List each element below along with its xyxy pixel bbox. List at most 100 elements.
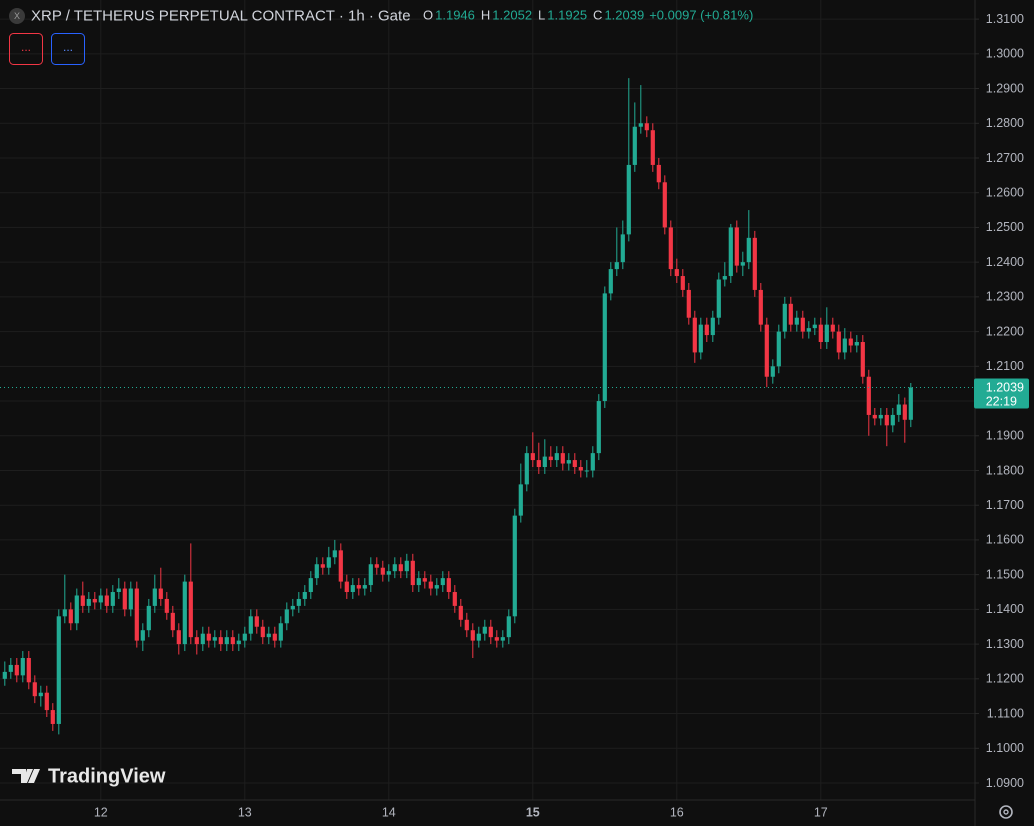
candle-body	[896, 404, 901, 415]
x-tick-label: 17	[814, 805, 828, 819]
settings-icon[interactable]	[999, 805, 1013, 819]
candle-body	[620, 234, 625, 263]
candle-body	[734, 227, 739, 266]
candle-body	[284, 609, 289, 624]
candle-body	[470, 630, 475, 641]
candle-body	[728, 227, 733, 277]
ohlc-legend: O 1.1946 H 1.2052 L 1.1925 C 1.2039 +0.0097 (+0.…	[423, 8, 753, 23]
candle-body	[194, 637, 199, 645]
candle-body	[62, 609, 67, 617]
indicator-button[interactable]	[9, 33, 43, 65]
y-tick-label: 1.2100	[986, 359, 1024, 373]
candle-body	[494, 637, 499, 641]
time-axis: 12 13 14 15 16 17	[94, 805, 828, 819]
candle-body	[782, 303, 787, 332]
candle-body	[842, 338, 847, 353]
candle-body	[386, 571, 391, 575]
candle-body	[458, 605, 463, 620]
candle-body	[44, 692, 49, 711]
ohlc-letter: L	[538, 8, 545, 23]
candle-body	[128, 588, 133, 610]
candle-body	[434, 585, 439, 589]
candle-body	[710, 317, 715, 336]
candle-body	[50, 710, 55, 724]
candle-body	[302, 592, 307, 599]
candle-body	[476, 633, 481, 641]
candle-body	[170, 612, 175, 631]
y-tick-label: 1.1600	[986, 533, 1024, 547]
x-tick-label: 12	[94, 805, 108, 819]
candle-body	[770, 366, 775, 377]
candle-body	[344, 581, 349, 593]
ohlc-value: 1.1946	[435, 8, 475, 23]
candle-body	[260, 626, 265, 638]
y-tick-label: 1.2800	[986, 116, 1024, 130]
candle-body	[788, 303, 793, 325]
candle-body	[872, 414, 877, 419]
y-tick-label: 1.1400	[986, 602, 1024, 616]
candle-body	[314, 564, 319, 579]
candle-body	[644, 123, 649, 131]
y-tick-label: 1.3100	[986, 12, 1024, 26]
bar-countdown: 22:19	[986, 394, 1017, 408]
candle-body	[362, 585, 367, 589]
y-tick-label: 1.2600	[986, 186, 1024, 200]
candle-body	[488, 626, 493, 638]
settings-button[interactable]	[999, 805, 1013, 819]
candle-body	[374, 564, 379, 568]
candle-body	[500, 637, 505, 641]
candle-body	[428, 581, 433, 589]
candle-body	[884, 414, 889, 426]
y-tick-label: 1.1900	[986, 429, 1024, 443]
candle-body	[440, 578, 445, 586]
candle-body	[602, 293, 607, 402]
settings-icon-core[interactable]	[1003, 809, 1009, 815]
candle-body	[218, 637, 223, 645]
ohlc-letter: O	[423, 8, 433, 23]
candle-body	[410, 560, 415, 586]
candle-body	[818, 324, 823, 343]
y-tick-label: 1.1800	[986, 463, 1024, 477]
y-tick-label: 1.1500	[986, 567, 1024, 581]
y-tick-label: 1.1700	[986, 498, 1024, 512]
candle-body	[848, 338, 853, 346]
candle-body	[752, 237, 757, 290]
candle-body	[704, 324, 709, 336]
indicator-button-label[interactable]: ...	[63, 40, 73, 54]
symbol-icon	[9, 8, 25, 24]
candle-body	[776, 331, 781, 367]
candle-body	[590, 453, 595, 471]
candle-body	[698, 324, 703, 353]
title: XRP / TETHERUS PERPETUAL CONTRACT · 1h ·…	[31, 7, 411, 24]
brand-name[interactable]: TradingView	[48, 765, 166, 787]
candle-body	[656, 164, 661, 183]
candle-body	[188, 581, 193, 638]
candle-body	[176, 630, 181, 645]
candle-body	[716, 279, 721, 318]
candle-body	[38, 692, 43, 697]
brand-mark[interactable]	[12, 769, 40, 783]
candle-body	[80, 595, 85, 606]
candle-body	[68, 609, 73, 624]
candle-body	[758, 289, 763, 325]
candle-body	[536, 460, 541, 468]
candle-body	[890, 414, 895, 426]
candle-body	[764, 324, 769, 377]
candle-body	[92, 598, 97, 603]
x-tick-label: 14	[382, 805, 396, 819]
indicator-button[interactable]	[51, 33, 85, 65]
candle-body	[824, 324, 829, 343]
candle-body	[254, 616, 259, 627]
candle-body	[242, 633, 247, 641]
brand-logo[interactable]: TradingView	[12, 765, 166, 787]
candle-body	[14, 664, 19, 676]
indicator-button-label[interactable]: ...	[21, 40, 31, 54]
candle-body	[398, 564, 403, 572]
candle-body	[518, 484, 523, 516]
candle-body	[554, 453, 559, 461]
candle-body	[224, 637, 229, 645]
ohlc-value: 1.2039	[604, 8, 644, 23]
ohlc-letter: C	[593, 8, 602, 23]
